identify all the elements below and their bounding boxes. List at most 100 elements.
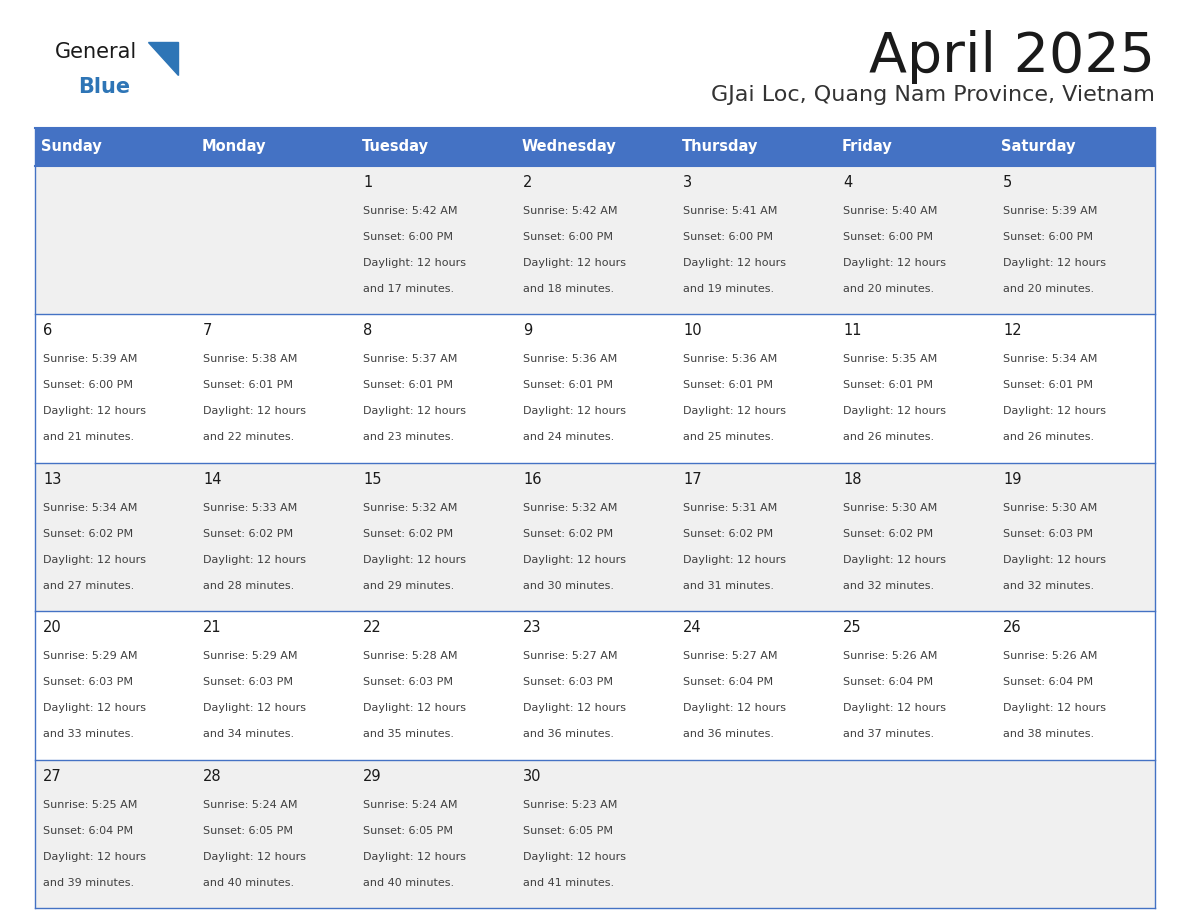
- Text: Sunrise: 5:26 AM: Sunrise: 5:26 AM: [1003, 651, 1098, 661]
- Text: Sunset: 6:03 PM: Sunset: 6:03 PM: [364, 677, 453, 688]
- Bar: [996, 759, 1155, 908]
- Text: and 22 minutes.: and 22 minutes.: [203, 432, 295, 442]
- Text: Daylight: 12 hours: Daylight: 12 hours: [364, 407, 466, 417]
- Text: Daylight: 12 hours: Daylight: 12 hours: [523, 407, 626, 417]
- Text: Sunset: 6:05 PM: Sunset: 6:05 PM: [364, 825, 453, 835]
- Text: 17: 17: [683, 472, 702, 487]
- Text: Sunrise: 5:36 AM: Sunrise: 5:36 AM: [523, 354, 618, 364]
- Text: 20: 20: [43, 620, 62, 635]
- Bar: [195, 314, 355, 463]
- Text: Sunrise: 5:42 AM: Sunrise: 5:42 AM: [523, 206, 618, 216]
- Text: and 40 minutes.: and 40 minutes.: [203, 878, 295, 888]
- Text: 23: 23: [523, 620, 542, 635]
- Text: Sunset: 6:00 PM: Sunset: 6:00 PM: [843, 232, 933, 242]
- Text: 5: 5: [1003, 175, 1012, 190]
- Text: and 27 minutes.: and 27 minutes.: [43, 581, 134, 591]
- Bar: [996, 463, 1155, 611]
- Bar: [675, 314, 835, 463]
- Text: Sunrise: 5:34 AM: Sunrise: 5:34 AM: [43, 503, 138, 513]
- Bar: [34, 463, 195, 611]
- Bar: [34, 166, 195, 314]
- Text: Sunrise: 5:36 AM: Sunrise: 5:36 AM: [683, 354, 777, 364]
- Text: 26: 26: [1003, 620, 1022, 635]
- Text: Daylight: 12 hours: Daylight: 12 hours: [843, 703, 946, 713]
- Text: Sunset: 6:04 PM: Sunset: 6:04 PM: [43, 825, 133, 835]
- Text: and 20 minutes.: and 20 minutes.: [843, 284, 934, 294]
- Text: Sunset: 6:01 PM: Sunset: 6:01 PM: [843, 380, 933, 390]
- Text: Blue: Blue: [78, 77, 131, 97]
- Text: 11: 11: [843, 323, 861, 339]
- Bar: [34, 759, 195, 908]
- Text: 10: 10: [683, 323, 702, 339]
- Text: Sunrise: 5:24 AM: Sunrise: 5:24 AM: [203, 800, 297, 810]
- Text: Sunset: 6:03 PM: Sunset: 6:03 PM: [203, 677, 293, 688]
- Text: Sunrise: 5:39 AM: Sunrise: 5:39 AM: [43, 354, 138, 364]
- Text: and 39 minutes.: and 39 minutes.: [43, 878, 134, 888]
- Text: and 25 minutes.: and 25 minutes.: [683, 432, 775, 442]
- Text: and 36 minutes.: and 36 minutes.: [683, 729, 775, 739]
- Text: Daylight: 12 hours: Daylight: 12 hours: [43, 703, 146, 713]
- Text: Thursday: Thursday: [682, 140, 758, 154]
- Text: 9: 9: [523, 323, 532, 339]
- Text: 7: 7: [203, 323, 213, 339]
- Text: and 33 minutes.: and 33 minutes.: [43, 729, 134, 739]
- Text: Sunset: 6:00 PM: Sunset: 6:00 PM: [43, 380, 133, 390]
- Bar: [516, 314, 675, 463]
- Bar: [195, 611, 355, 759]
- Text: Daylight: 12 hours: Daylight: 12 hours: [364, 554, 466, 565]
- Text: and 35 minutes.: and 35 minutes.: [364, 729, 454, 739]
- Text: and 29 minutes.: and 29 minutes.: [364, 581, 454, 591]
- Text: Sunset: 6:00 PM: Sunset: 6:00 PM: [1003, 232, 1093, 242]
- Text: and 31 minutes.: and 31 minutes.: [683, 581, 775, 591]
- Text: Sunset: 6:01 PM: Sunset: 6:01 PM: [683, 380, 773, 390]
- Text: Sunset: 6:03 PM: Sunset: 6:03 PM: [43, 677, 133, 688]
- Bar: [355, 128, 516, 166]
- Text: Sunset: 6:03 PM: Sunset: 6:03 PM: [1003, 529, 1093, 539]
- Bar: [996, 128, 1155, 166]
- Text: Daylight: 12 hours: Daylight: 12 hours: [43, 852, 146, 862]
- Text: Daylight: 12 hours: Daylight: 12 hours: [364, 852, 466, 862]
- Text: and 17 minutes.: and 17 minutes.: [364, 284, 454, 294]
- Text: Daylight: 12 hours: Daylight: 12 hours: [203, 852, 307, 862]
- Bar: [996, 611, 1155, 759]
- Text: 3: 3: [683, 175, 693, 190]
- Text: 28: 28: [203, 768, 222, 783]
- Text: Sunrise: 5:30 AM: Sunrise: 5:30 AM: [843, 503, 937, 513]
- Text: Wednesday: Wednesday: [522, 140, 617, 154]
- Bar: [355, 611, 516, 759]
- Bar: [835, 463, 996, 611]
- Text: and 37 minutes.: and 37 minutes.: [843, 729, 934, 739]
- Text: 29: 29: [364, 768, 381, 783]
- Text: Sunrise: 5:29 AM: Sunrise: 5:29 AM: [43, 651, 138, 661]
- Bar: [34, 314, 195, 463]
- Text: Sunrise: 5:39 AM: Sunrise: 5:39 AM: [1003, 206, 1098, 216]
- Text: Sunset: 6:00 PM: Sunset: 6:00 PM: [683, 232, 773, 242]
- Text: Daylight: 12 hours: Daylight: 12 hours: [364, 258, 466, 268]
- Text: Monday: Monday: [202, 140, 266, 154]
- Text: Sunrise: 5:38 AM: Sunrise: 5:38 AM: [203, 354, 297, 364]
- Text: and 18 minutes.: and 18 minutes.: [523, 284, 614, 294]
- Text: Daylight: 12 hours: Daylight: 12 hours: [843, 407, 946, 417]
- Text: 25: 25: [843, 620, 861, 635]
- Text: 8: 8: [364, 323, 372, 339]
- Text: Daylight: 12 hours: Daylight: 12 hours: [364, 703, 466, 713]
- Text: and 30 minutes.: and 30 minutes.: [523, 581, 614, 591]
- Text: Sunrise: 5:30 AM: Sunrise: 5:30 AM: [1003, 503, 1098, 513]
- Bar: [195, 463, 355, 611]
- Text: Sunset: 6:02 PM: Sunset: 6:02 PM: [364, 529, 453, 539]
- Text: Sunrise: 5:27 AM: Sunrise: 5:27 AM: [683, 651, 777, 661]
- Text: Sunset: 6:01 PM: Sunset: 6:01 PM: [203, 380, 293, 390]
- Text: Daylight: 12 hours: Daylight: 12 hours: [683, 258, 786, 268]
- Text: and 26 minutes.: and 26 minutes.: [1003, 432, 1094, 442]
- Text: Daylight: 12 hours: Daylight: 12 hours: [1003, 554, 1106, 565]
- Text: and 19 minutes.: and 19 minutes.: [683, 284, 775, 294]
- Text: Sunset: 6:00 PM: Sunset: 6:00 PM: [523, 232, 613, 242]
- Text: Sunday: Sunday: [42, 140, 102, 154]
- Text: Daylight: 12 hours: Daylight: 12 hours: [203, 703, 307, 713]
- Bar: [516, 128, 675, 166]
- Text: Daylight: 12 hours: Daylight: 12 hours: [523, 852, 626, 862]
- Bar: [996, 166, 1155, 314]
- Text: Sunrise: 5:32 AM: Sunrise: 5:32 AM: [364, 503, 457, 513]
- Text: Sunrise: 5:25 AM: Sunrise: 5:25 AM: [43, 800, 138, 810]
- Text: Sunrise: 5:31 AM: Sunrise: 5:31 AM: [683, 503, 777, 513]
